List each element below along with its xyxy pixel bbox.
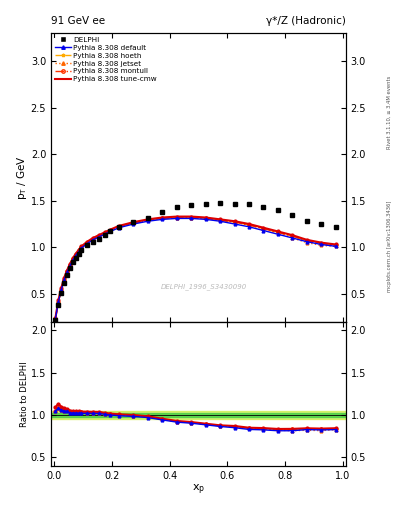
Legend: DELPHI, Pythia 8.308 default, Pythia 8.308 hoeth, Pythia 8.308 jetset, Pythia 8.: DELPHI, Pythia 8.308 default, Pythia 8.3… — [53, 35, 158, 83]
Bar — [51, 413, 346, 417]
Y-axis label: p$_\mathsf{T}$ / GeV: p$_\mathsf{T}$ / GeV — [15, 155, 29, 200]
X-axis label: x$_\mathsf{p}$: x$_\mathsf{p}$ — [192, 482, 205, 497]
Text: 91 GeV ee: 91 GeV ee — [51, 15, 105, 26]
Text: Rivet 3.1.10, ≥ 3.4M events: Rivet 3.1.10, ≥ 3.4M events — [387, 76, 392, 150]
Bar — [51, 411, 346, 419]
Text: γ*/Z (Hadronic): γ*/Z (Hadronic) — [266, 15, 346, 26]
Text: DELPHI_1996_S3430090: DELPHI_1996_S3430090 — [161, 284, 248, 290]
Y-axis label: Ratio to DELPHI: Ratio to DELPHI — [20, 361, 29, 426]
Text: mcplots.cern.ch [arXiv:1306.3436]: mcplots.cern.ch [arXiv:1306.3436] — [387, 200, 392, 291]
